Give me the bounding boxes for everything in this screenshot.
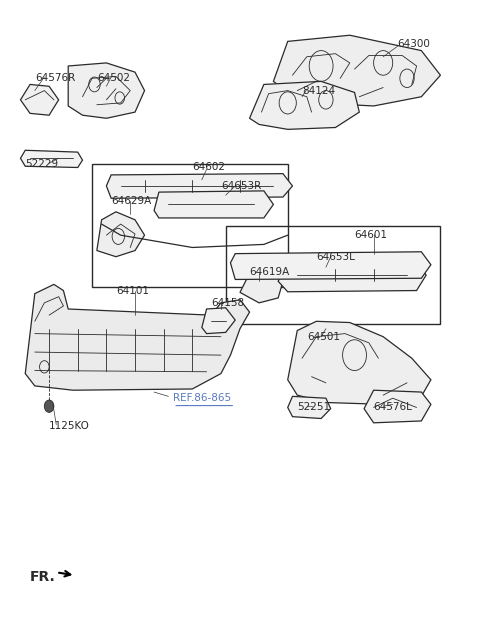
Text: 52251: 52251 (297, 402, 330, 412)
Polygon shape (25, 284, 250, 390)
Bar (92, 164, 288, 287)
Polygon shape (288, 396, 331, 418)
Text: 52229: 52229 (25, 159, 59, 169)
Text: 64502: 64502 (97, 74, 130, 83)
Text: 64158: 64158 (211, 298, 244, 308)
Text: 64619A: 64619A (250, 267, 290, 277)
Text: 64501: 64501 (307, 332, 340, 342)
Polygon shape (97, 212, 144, 256)
Polygon shape (107, 174, 292, 198)
Polygon shape (68, 63, 144, 118)
Text: 64602: 64602 (192, 163, 225, 172)
Text: 64576R: 64576R (35, 74, 75, 83)
Text: REF.86-865: REF.86-865 (173, 393, 231, 403)
Polygon shape (21, 85, 59, 115)
Text: 64629A: 64629A (111, 197, 151, 206)
Circle shape (44, 400, 54, 412)
Polygon shape (230, 252, 431, 279)
Polygon shape (21, 150, 83, 167)
Text: FR.: FR. (30, 570, 56, 583)
Polygon shape (274, 35, 441, 106)
Text: 64576L: 64576L (373, 402, 412, 412)
Polygon shape (154, 191, 274, 218)
Text: 64653L: 64653L (316, 252, 355, 261)
Polygon shape (364, 390, 431, 423)
Text: 64653R: 64653R (221, 181, 261, 191)
Polygon shape (202, 308, 235, 334)
Text: 64300: 64300 (397, 40, 431, 49)
Polygon shape (288, 321, 431, 404)
Polygon shape (278, 261, 426, 292)
Text: 1125KO: 1125KO (49, 421, 90, 431)
Text: 64601: 64601 (355, 230, 387, 240)
Text: 64101: 64101 (116, 286, 149, 295)
Bar (226, 226, 441, 324)
Polygon shape (240, 271, 283, 303)
Text: 84124: 84124 (302, 86, 335, 96)
Polygon shape (250, 82, 360, 129)
